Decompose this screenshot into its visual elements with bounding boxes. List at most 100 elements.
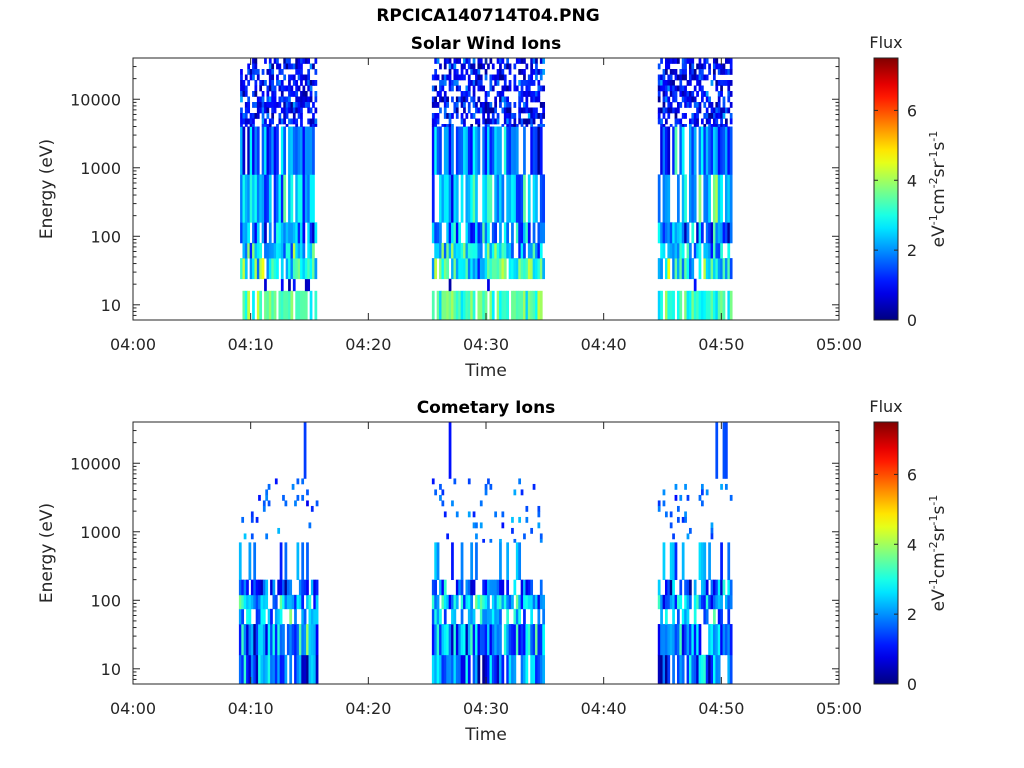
heatmap-cell: [253, 654, 257, 685]
heatmap-cell: [268, 63, 272, 70]
heatmap-cell: [475, 74, 478, 81]
heatmap-cell: [482, 290, 486, 321]
heatmap-cell: [282, 654, 285, 685]
heatmap-cell: [720, 80, 723, 86]
heatmap-cell: [727, 594, 731, 610]
heatmap-cell: [672, 542, 675, 581]
heatmap-cell: [268, 74, 272, 81]
heatmap-cell: [306, 542, 309, 581]
heatmap-cell: [455, 242, 459, 259]
heatmap-cell: [679, 80, 683, 86]
heatmap-cell: [696, 102, 699, 108]
heatmap-cell: [672, 608, 675, 625]
heatmap-cell: [472, 58, 476, 64]
heatmap-cell: [312, 80, 315, 86]
heatmap-cell: [715, 63, 719, 70]
heatmap-cell: [307, 74, 311, 81]
panel-title: Cometary Ions: [417, 398, 556, 418]
heatmap-cell: [313, 594, 317, 610]
heatmap-cell: [453, 74, 457, 81]
heatmap-cell: [530, 74, 534, 81]
heatmap-cell: [724, 124, 728, 127]
y-axis-label: Energy (eV): [37, 139, 57, 239]
heatmap-cell: [484, 579, 488, 596]
heatmap-cell: [679, 654, 683, 685]
heatmap-cell: [499, 222, 502, 244]
heatmap-cell: [285, 113, 289, 119]
heatmap-cell: [676, 258, 680, 280]
heatmap-cell: [295, 80, 299, 86]
heatmap-cell: [290, 126, 294, 175]
heatmap-cell: [280, 80, 284, 86]
heatmap-cell: [698, 107, 702, 114]
heatmap-cell: [280, 85, 284, 92]
heatmap-cell: [240, 85, 243, 92]
heatmap-cell: [238, 624, 242, 656]
heatmap-cell: [280, 174, 284, 223]
heatmap-cell: [705, 489, 709, 496]
heatmap-cell: [250, 579, 254, 596]
heatmap-cell: [314, 80, 318, 86]
heatmap-cell: [295, 258, 299, 280]
heatmap-cell: [482, 113, 486, 119]
heatmap-cell: [674, 113, 678, 119]
heatmap-cell: [472, 511, 476, 518]
heatmap-cell: [467, 222, 471, 244]
heatmap-cell: [727, 58, 731, 64]
heatmap-cell: [489, 126, 493, 175]
heatmap-cell: [542, 85, 546, 92]
heatmap-cell: [261, 118, 265, 125]
heatmap-cell: [465, 290, 469, 321]
heatmap-cell: [539, 594, 543, 610]
heatmap-cell: [664, 69, 668, 75]
heatmap-cell: [657, 505, 661, 512]
heatmap-cell: [244, 91, 248, 97]
heatmap-cell: [667, 113, 671, 119]
heatmap-cell: [285, 63, 289, 70]
heatmap-cell: [672, 258, 675, 280]
heatmap-cell: [667, 63, 671, 70]
heatmap-cell: [302, 126, 306, 175]
heatmap-cell: [727, 624, 731, 656]
heatmap-cell: [700, 74, 704, 81]
heatmap-cell: [479, 258, 483, 280]
colorbar-frame: [873, 57, 899, 321]
heatmap-cell: [441, 624, 445, 656]
heatmap-cell: [309, 96, 313, 103]
heatmap-cell: [501, 522, 505, 529]
heatmap-cell: [248, 594, 252, 610]
heatmap-cell: [262, 579, 266, 596]
heatmap-cell: [446, 113, 450, 119]
heatmap-cell: [530, 69, 534, 75]
heatmap-cell: [700, 85, 704, 92]
heatmap-cell: [285, 124, 289, 127]
heatmap-cell: [451, 594, 454, 610]
heatmap-cell: [518, 222, 522, 244]
heatmap-cell: [722, 96, 726, 103]
heatmap-cell: [691, 58, 695, 64]
heatmap-cell: [455, 290, 459, 321]
heatmap-cell: [271, 91, 275, 97]
heatmap-cell: [527, 222, 531, 244]
heatmap-cell: [657, 80, 661, 86]
heatmap-cell: [288, 74, 291, 81]
heatmap-cell: [681, 516, 685, 523]
heatmap-cell: [515, 222, 519, 244]
heatmap-cell: [482, 63, 486, 70]
heatmap-cell: [283, 63, 287, 70]
heatmap-cell: [499, 69, 502, 75]
heatmap-cell: [448, 85, 452, 92]
heatmap-cell: [279, 608, 283, 625]
heatmap-cell: [315, 594, 319, 610]
colorbar-gradient: [874, 422, 898, 684]
heatmap-cell: [304, 96, 308, 103]
heatmap-cell: [491, 85, 495, 92]
heatmap-cell: [250, 624, 254, 656]
heatmap-cell: [539, 579, 543, 596]
colorbar-frame: [873, 421, 899, 685]
heatmap-cell: [532, 624, 536, 656]
heatmap-cell: [276, 124, 279, 127]
heatmap-cell: [467, 579, 471, 596]
heatmap-cell: [253, 542, 257, 581]
